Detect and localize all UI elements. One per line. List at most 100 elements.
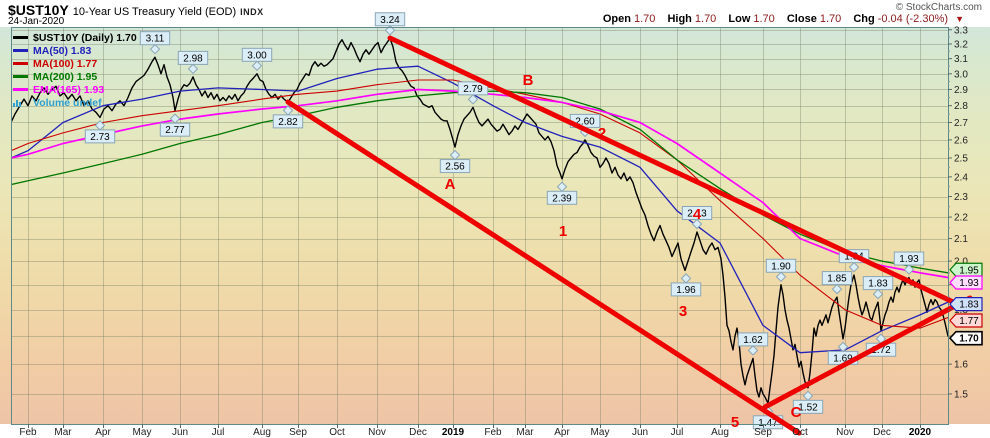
y-axis-label: 2.5: [954, 154, 968, 165]
legend-item: MA(50) 1.83: [13, 44, 137, 57]
legend-dash-icon: [13, 49, 28, 52]
legend-item: EMA(165) 1.93: [13, 83, 137, 96]
price-label-text: 1.90: [771, 261, 791, 272]
price-label-box: [737, 332, 769, 347]
x-axis-label: Aug: [711, 427, 729, 438]
legend-dash-icon: [13, 75, 28, 78]
price-label-box: [241, 47, 273, 62]
chg-label: Chg: [853, 13, 875, 25]
price-label-text: 2.79: [463, 84, 483, 95]
price-label-text: 2.82: [278, 117, 298, 128]
price-label-text: 1.69: [833, 353, 853, 364]
x-axis-label: Jul: [212, 427, 225, 438]
x-axis: Feb Mar Apr May Jun Jul Aug Sep Oct Nov Dec 2019 Feb…: [19, 424, 932, 438]
price-label: 1.93: [893, 251, 925, 275]
price-badge: 1.95: [949, 262, 983, 277]
price-label-box: [821, 271, 853, 286]
legend-item: MA(100) 1.77: [13, 57, 137, 70]
chart-date: 24-Jan-2020: [8, 16, 65, 27]
open-label: Open: [602, 13, 631, 25]
low-value: 1.70: [753, 13, 775, 25]
price-badge: 1.93: [949, 275, 983, 290]
wave-label: 2: [598, 125, 606, 142]
price-label-box: [374, 12, 406, 27]
wave-label: A: [445, 176, 456, 193]
price-label-text: 1.96: [676, 285, 696, 296]
price-label: 1.52: [792, 390, 824, 414]
y-axis-label: 2.9: [954, 85, 968, 96]
price-badge-text: 1.83: [959, 300, 979, 311]
y-axis-label: 3.1: [954, 54, 968, 65]
chart-title: 10-Year US Treasury Yield (EOD): [72, 6, 237, 18]
price-label-box: [681, 205, 713, 220]
price-label-pointer: [149, 43, 161, 55]
price-label: 2.77: [159, 113, 191, 137]
price-label-text: 2.98: [183, 53, 203, 64]
upper-wedge-line: [387, 35, 969, 311]
price-label-pointer: [556, 181, 568, 193]
price-label-box: [177, 50, 209, 65]
price-label-pointer: [848, 261, 860, 273]
x-axis-label: Jun: [632, 427, 648, 438]
price-label: 3.24: [374, 12, 406, 36]
price-label-text: 1.72: [871, 345, 891, 356]
close-value: 1.70: [819, 13, 842, 25]
y-axis-label: 3.3: [954, 25, 968, 36]
legend-item-label: Volume undef: [33, 96, 102, 109]
wave-labels: A B C 1 2 3 4 5: [445, 72, 802, 431]
price-badge: 1.70: [948, 330, 983, 346]
legend-dash-icon: [13, 62, 28, 65]
rising-support-line: [762, 295, 973, 410]
price-label: 2.39: [546, 181, 578, 205]
-ust10y-daily-close-line: [11, 37, 948, 404]
price-label-text: 1.93: [899, 254, 919, 265]
price-label: 2.82: [272, 105, 304, 129]
price-label-pointer: [837, 341, 849, 353]
price-label-box: [765, 258, 797, 273]
x-axis-label: Mar: [516, 427, 534, 438]
x-axis-label: Nov: [368, 427, 386, 438]
price-badge: 1.77: [949, 313, 983, 328]
legend-item: Volume undef: [13, 96, 137, 109]
price-label-pointer: [94, 120, 106, 131]
price-label-pointer: [384, 25, 396, 36]
price-label: 2.79: [457, 81, 489, 105]
price-label: 1.83: [862, 276, 894, 300]
x-axis-label: Oct: [792, 427, 808, 438]
price-label-text: 1.85: [827, 274, 847, 285]
high-label: High: [667, 13, 692, 25]
price-badge-shape: [949, 297, 983, 312]
legend-item-label: MA(100) 1.77: [33, 57, 98, 70]
y-axis-label: 2.0: [954, 257, 968, 268]
price-badge-text: 1.70: [959, 334, 979, 345]
price-label: 2.73: [84, 120, 116, 144]
x-axis-label: Jun: [172, 427, 188, 438]
price-label-text: 1.52: [798, 402, 818, 413]
legend-item-label: EMA(165) 1.93: [33, 83, 105, 96]
price-label-box: [546, 190, 578, 205]
price-badge-text: 1.77: [959, 316, 979, 327]
value-badges: 1.95 1.93 1.83 1.77 1.70: [948, 262, 983, 346]
price-label-pointer: [872, 288, 884, 300]
chart-header: $UST10Y 10-Year US Treasury Yield (EOD) IN…: [8, 2, 264, 20]
legend-item-label: MA(200) 1.95: [33, 70, 98, 83]
y-axis-label: 2.3: [954, 192, 968, 203]
symbol: $UST10Y: [8, 2, 69, 18]
wave-label: 4: [693, 206, 702, 223]
price-badge-shape: [949, 262, 983, 277]
y-axis-label: 2.7: [954, 118, 968, 129]
price-label-text: 3.24: [380, 15, 400, 26]
price-label: 1.62: [737, 332, 769, 356]
price-label-text: 2.77: [165, 125, 185, 136]
legend-item-label: MA(50) 1.83: [33, 44, 92, 57]
price-label-text: 2.73: [90, 132, 110, 143]
price-badge: 1.83: [949, 297, 983, 312]
price-label: 1.96: [670, 273, 702, 297]
x-axis-label: Oct: [329, 427, 345, 438]
legend-item: MA(200) 1.95: [13, 70, 137, 83]
x-axis-label: Nov: [836, 427, 854, 438]
price-label-text: 1.83: [868, 279, 888, 290]
x-axis-label: Feb: [484, 427, 502, 438]
price-label-text: 2.39: [552, 193, 572, 204]
y-axis-label: 1.5: [954, 389, 968, 400]
